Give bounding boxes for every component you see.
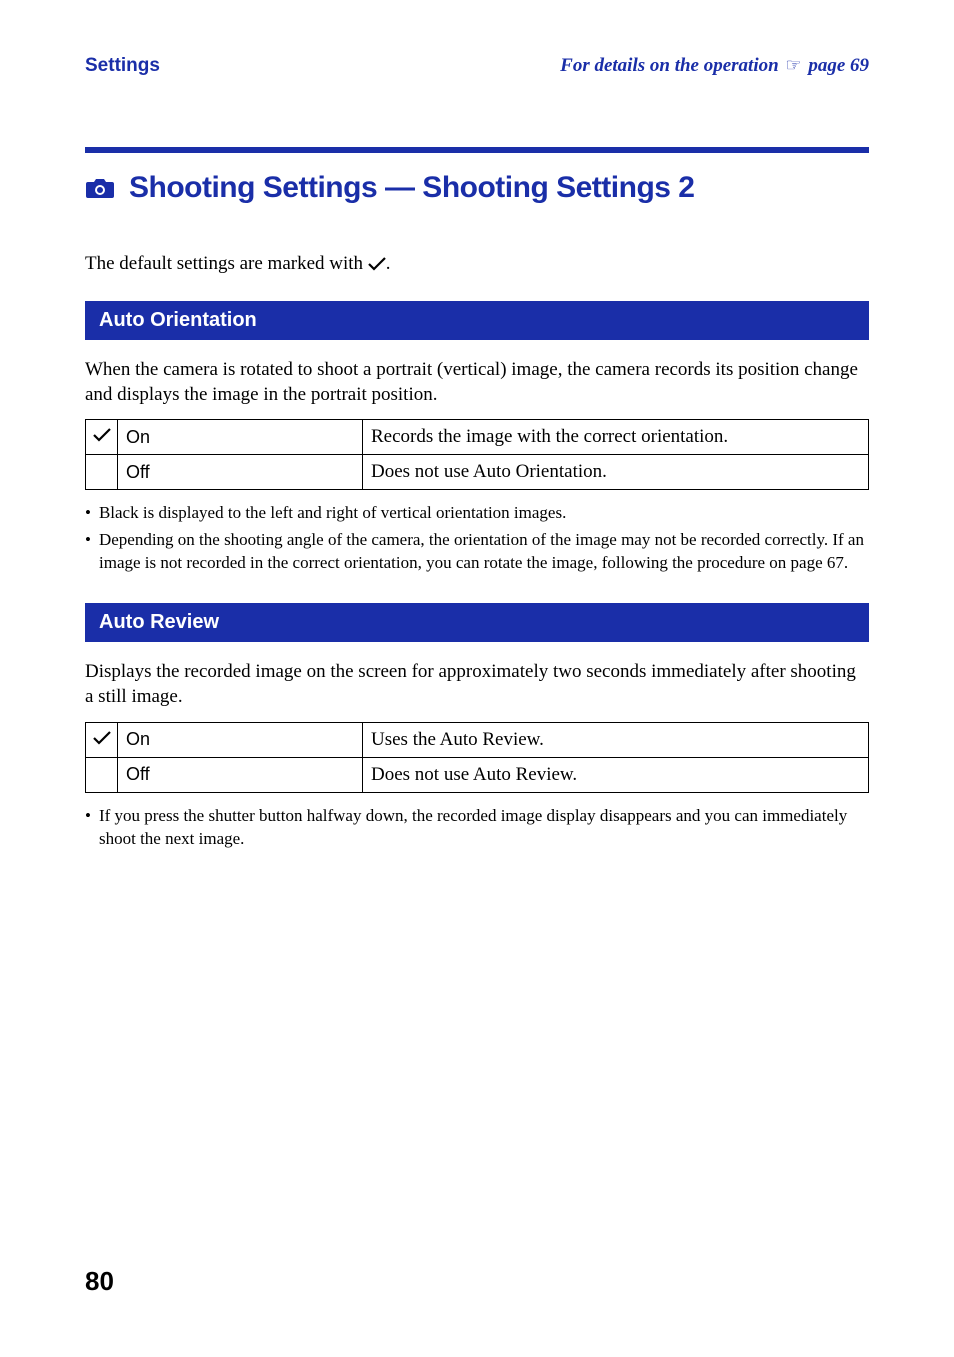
table-row: On Uses the Auto Review.	[86, 722, 869, 757]
options-table-auto-orientation: On Records the image with the correct or…	[85, 419, 869, 490]
option-desc: Uses the Auto Review.	[363, 722, 869, 757]
page-number: 80	[85, 1266, 114, 1297]
default-check-cell	[86, 455, 118, 490]
table-row: Off Does not use Auto Review.	[86, 757, 869, 792]
hand-pointer-icon: ☞	[785, 55, 801, 76]
page-header: Settings For details on the operation ☞ …	[85, 55, 869, 77]
default-check-cell	[86, 757, 118, 792]
notes-list-auto-review: If you press the shutter button halfway …	[85, 805, 869, 851]
camera-icon	[85, 176, 115, 200]
option-label: On	[118, 420, 363, 455]
header-right-prefix: For details on the operation	[560, 55, 783, 76]
option-label: Off	[118, 757, 363, 792]
note-item: Depending on the shooting angle of the c…	[85, 529, 869, 575]
title-rule	[85, 147, 869, 153]
table-row: Off Does not use Auto Orientation.	[86, 455, 869, 490]
check-icon	[93, 428, 111, 442]
option-label: Off	[118, 455, 363, 490]
section-heading-auto-review: Auto Review	[85, 603, 869, 642]
default-check-cell	[86, 722, 118, 757]
table-row: On Records the image with the correct or…	[86, 420, 869, 455]
note-item: If you press the shutter button halfway …	[85, 805, 869, 851]
intro-text: The default settings are marked with .	[85, 253, 869, 275]
page-title: Shooting Settings — Shooting Settings 2	[129, 171, 694, 205]
check-icon	[93, 731, 111, 745]
option-label: On	[118, 722, 363, 757]
intro-suffix: .	[386, 253, 391, 274]
default-check-cell	[86, 420, 118, 455]
check-icon	[368, 257, 386, 271]
header-right: For details on the operation ☞ page 69	[560, 55, 869, 77]
intro-prefix: The default settings are marked with	[85, 253, 368, 274]
section-body-auto-orientation: When the camera is rotated to shoot a po…	[85, 358, 869, 407]
title-row: Shooting Settings — Shooting Settings 2	[85, 171, 869, 205]
option-desc: Does not use Auto Review.	[363, 757, 869, 792]
note-item: Black is displayed to the left and right…	[85, 502, 869, 525]
options-table-auto-review: On Uses the Auto Review. Off Does not us…	[85, 722, 869, 793]
section-heading-auto-orientation: Auto Orientation	[85, 301, 869, 340]
option-desc: Records the image with the correct orien…	[363, 420, 869, 455]
notes-list-auto-orientation: Black is displayed to the left and right…	[85, 502, 869, 575]
header-left: Settings	[85, 55, 160, 77]
header-right-suffix: page 69	[804, 55, 869, 76]
option-desc: Does not use Auto Orientation.	[363, 455, 869, 490]
section-body-auto-review: Displays the recorded image on the scree…	[85, 660, 869, 709]
